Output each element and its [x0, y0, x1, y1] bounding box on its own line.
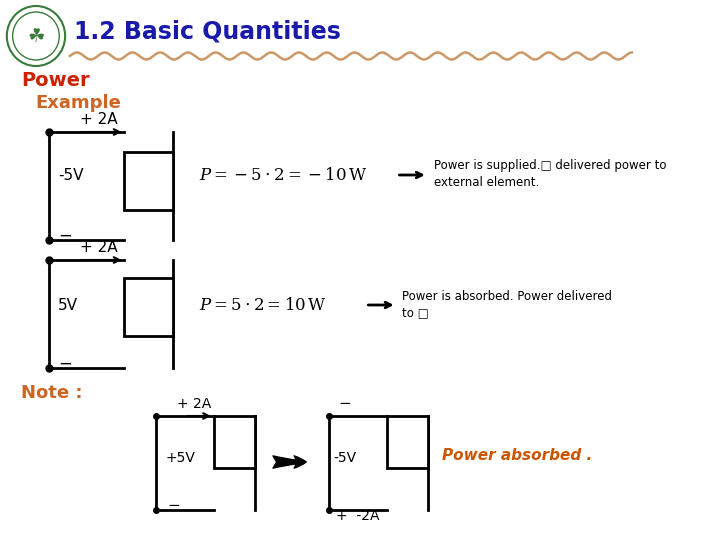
Bar	[387, 416, 428, 468]
Text: 1.2 Basic Quantities: 1.2 Basic Quantities	[74, 20, 341, 44]
Text: external element.: external element.	[433, 177, 539, 190]
Text: −: −	[58, 355, 72, 373]
Text: +5V: +5V	[166, 451, 195, 465]
Text: Example: Example	[35, 94, 121, 112]
Text: Power is supplied.□ delivered power to: Power is supplied.□ delivered power to	[433, 159, 666, 172]
Text: $P = 5 \cdot 2 = 10\,\mathrm{W}$: $P = 5 \cdot 2 = 10\,\mathrm{W}$	[199, 296, 327, 314]
Text: + 2A: + 2A	[80, 240, 117, 255]
Text: −: −	[58, 227, 72, 245]
Text: Power: Power	[22, 71, 90, 90]
Text: to □: to □	[402, 307, 429, 320]
Text: −: −	[167, 498, 180, 514]
Text: +  -2A: + -2A	[336, 509, 380, 523]
Text: −: −	[338, 396, 351, 411]
Text: $P = -5 \cdot 2 = -10\,\mathrm{W}$: $P = -5 \cdot 2 = -10\,\mathrm{W}$	[199, 166, 368, 184]
Text: ☘: ☘	[27, 26, 45, 45]
Text: 5V: 5V	[58, 298, 78, 313]
Text: -5V: -5V	[333, 451, 356, 465]
Bar	[214, 416, 255, 468]
Bar	[125, 278, 173, 336]
Bar	[125, 152, 173, 210]
Text: Note :: Note :	[22, 384, 83, 402]
Text: Power absorbed .: Power absorbed .	[442, 448, 593, 462]
Text: Power is absorbed. Power delivered: Power is absorbed. Power delivered	[402, 289, 613, 302]
Text: + 2A: + 2A	[177, 397, 211, 411]
Text: -5V: -5V	[58, 167, 84, 183]
Text: + 2A: + 2A	[80, 112, 117, 127]
